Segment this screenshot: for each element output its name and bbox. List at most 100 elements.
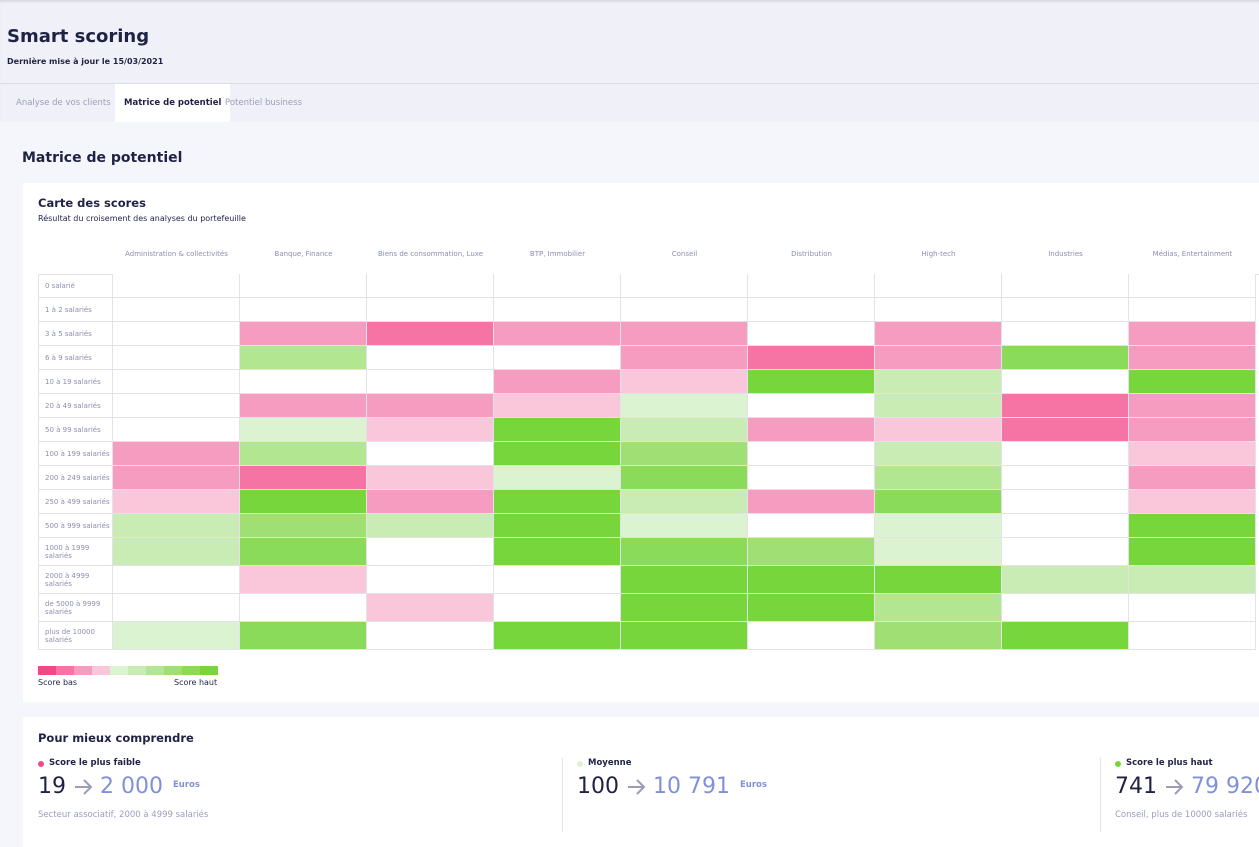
dot (577, 761, 583, 767)
heatmap-cell (621, 442, 748, 466)
card-title: Carte des scores (38, 196, 146, 210)
row-label: 100 à 199 salariés (38, 442, 113, 466)
heatmap-cell (367, 490, 494, 514)
heatmap-cell (1002, 346, 1129, 370)
heatmap-cell (875, 490, 1002, 514)
heatmap-cell (367, 566, 494, 594)
summary-title: Pour mieux comprendre (38, 731, 194, 745)
heatmap-cell (240, 594, 367, 622)
row-label: 0 salarié (38, 274, 113, 298)
heatmap-cell (875, 466, 1002, 490)
row-label: 20 à 49 salariés (38, 394, 113, 418)
heatmap-cell (367, 370, 494, 394)
heatmap-cell (621, 490, 748, 514)
heatmap-cell (113, 322, 240, 346)
heatmap-cell (621, 514, 748, 538)
summary-card (23, 717, 1259, 847)
heatmap-cell (1002, 370, 1129, 394)
heatmap-cell (621, 322, 748, 346)
heatmap-cell (621, 346, 748, 370)
legend-swatch (92, 666, 110, 675)
column-header: Banque, Finance (274, 250, 333, 258)
heatmap-cell (494, 346, 621, 370)
heatmap-cell (875, 538, 1002, 566)
heatmap-cell (875, 622, 1002, 650)
heatmap-cell (1129, 466, 1256, 490)
heatmap-cell (240, 418, 367, 442)
column-header: Industries (1048, 250, 1083, 258)
column-header: High-tech (921, 250, 956, 258)
heatmap-cell (1002, 490, 1129, 514)
dot (1115, 761, 1121, 767)
heatmap-cell (113, 514, 240, 538)
heatmap-cell (748, 418, 875, 442)
column-header: Distribution (791, 250, 832, 258)
legend-swatch (74, 666, 92, 675)
to-value: 2 000 (100, 774, 163, 799)
heatmap-cell (748, 346, 875, 370)
heatmap-cell (748, 370, 875, 394)
heatmap-cell (1002, 466, 1129, 490)
heatmap-cell (1129, 622, 1256, 650)
row-label: 200 à 249 salariés (38, 466, 113, 490)
heatmap-cell (621, 622, 748, 650)
tab[interactable]: Analyse de vos clients (16, 98, 111, 108)
legend-high: Score haut (174, 678, 218, 687)
legend-swatch (110, 666, 128, 675)
heatmap-cell (494, 322, 621, 346)
last-update: Dernière mise à jour le 15/03/2021 (7, 57, 164, 66)
heatmap-cell (875, 418, 1002, 442)
heatmap-cell (1002, 394, 1129, 418)
from-value: 741 (1115, 774, 1157, 799)
column-header: Médias, Entertainment (1152, 250, 1233, 258)
heatmap-cell (113, 490, 240, 514)
row-label: de 5000 à 9999 salariés (38, 594, 113, 622)
item-label: Score le plus haut (1126, 758, 1213, 768)
heatmap-cell (494, 274, 621, 298)
heatmap-cell (748, 566, 875, 594)
tab[interactable]: Potentiel business (225, 98, 303, 108)
arrow-icon (628, 778, 646, 795)
arrow (66, 777, 100, 797)
heatmap-cell (621, 274, 748, 298)
heatmap-cell (875, 370, 1002, 394)
heatmap-cell (367, 274, 494, 298)
arrow (619, 777, 653, 797)
value-row: 19 2 000 Euros (38, 774, 200, 799)
heatmap-cell (240, 346, 367, 370)
heatmap-cell (748, 274, 875, 298)
row-label: 10 à 19 salariés (38, 370, 113, 394)
heatmap-cell (875, 514, 1002, 538)
row-label: 6 à 9 salariés (38, 346, 113, 370)
heatmap-cell (240, 622, 367, 650)
legend-swatch (164, 666, 182, 675)
heatmap-cell (367, 466, 494, 490)
heatmap-cell (1002, 322, 1129, 346)
heatmap-cell (621, 594, 748, 622)
unit: Euros (739, 779, 767, 790)
heatmap-cell (1002, 566, 1129, 594)
divider (1100, 758, 1101, 832)
heatmap-cell (240, 394, 367, 418)
column-header: Biens de consommation, Luxe (377, 250, 484, 258)
heatmap-cell (1129, 274, 1256, 298)
heatmap-cell (1002, 514, 1129, 538)
legend-swatch (146, 666, 164, 675)
row-label: 1 à 2 salariés (38, 298, 113, 322)
heatmap-cell (494, 370, 621, 394)
heatmap-cell (621, 418, 748, 442)
heatmap-cell (494, 566, 621, 594)
heatmap-cell (748, 490, 875, 514)
item-label: Score le plus faible (49, 758, 141, 768)
heatmap-cell (1129, 370, 1256, 394)
heatmap-cell (748, 622, 875, 650)
heatmap-cell (113, 566, 240, 594)
caption: Secteur associatif, 2000 à 4999 salariés (38, 810, 209, 820)
heatmap-cell (621, 538, 748, 566)
tab[interactable]: Matrice de potentiel (115, 84, 231, 122)
row-label: 500 à 999 salariés (38, 514, 113, 538)
heatmap-cell (240, 538, 367, 566)
heatmap-cell (621, 566, 748, 594)
heatmap-cell (748, 466, 875, 490)
heatmap-cell (240, 514, 367, 538)
